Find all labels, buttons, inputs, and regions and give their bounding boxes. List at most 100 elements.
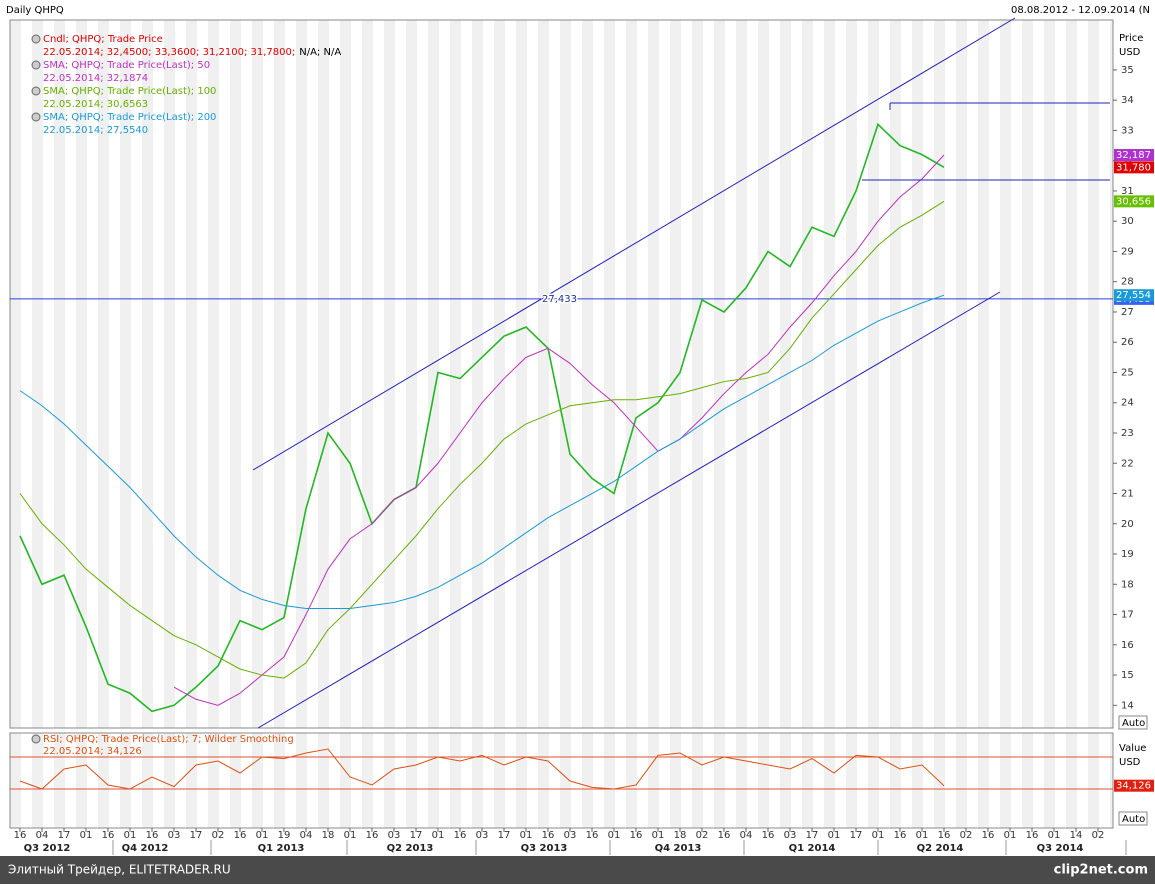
footer-bar xyxy=(0,856,1155,884)
brand: clip2net.com xyxy=(1054,863,1148,878)
last-value-label: 32,187 xyxy=(1116,150,1151,161)
price-panel xyxy=(9,19,1114,729)
legend-icon xyxy=(31,60,41,70)
x-tick-label: 01 xyxy=(652,830,665,841)
x-tick-label: 17 xyxy=(190,830,203,841)
legend-extra: N/A; N/A xyxy=(299,47,341,58)
x-tick-label: 17 xyxy=(58,830,71,841)
y-tick-label: 32 xyxy=(1121,156,1134,167)
x-tick-label: 19 xyxy=(278,830,291,841)
x-tick-label: 02 xyxy=(960,830,973,841)
x-tick-label: 16 xyxy=(1026,830,1039,841)
rsi-panel xyxy=(9,732,1114,829)
rsi-axis-label: Value xyxy=(1119,743,1146,754)
x-tick-label: 02 xyxy=(212,830,225,841)
y-tick-label: 34 xyxy=(1121,95,1134,106)
x-tick-label: 16 xyxy=(762,830,775,841)
legend-head: Cndl; QHPQ; Trade Price xyxy=(43,34,163,45)
x-tick-label: 03 xyxy=(388,830,401,841)
rsi-scale-mode[interactable]: Auto xyxy=(1122,814,1145,825)
legend-line: 22.05.2014; 27,5540 xyxy=(43,125,148,136)
footer: Элитный Трейдер, ELITETRADER.RU xyxy=(8,863,231,877)
quarter-label: Q3 2012 xyxy=(24,843,71,854)
last-value-label: 30,656 xyxy=(1116,196,1151,207)
legend-icon xyxy=(31,34,41,44)
price-axis-label: Price xyxy=(1119,33,1143,44)
y-tick-label: 25 xyxy=(1121,367,1134,378)
y-tick-label: 27 xyxy=(1121,307,1134,318)
date-range: 08.08.2012 - 12.09.2014 (N xyxy=(1011,5,1150,16)
x-tick-label: 16 xyxy=(718,830,731,841)
y-tick-label: 24 xyxy=(1121,398,1134,409)
y-tick-label: 33 xyxy=(1121,125,1134,136)
x-tick-label: 16 xyxy=(542,830,555,841)
x-tick-label: 17 xyxy=(498,830,511,841)
x-tick-label: 01 xyxy=(916,830,929,841)
legend-head: SMA; QHPQ; Trade Price(Last); 200 xyxy=(43,112,216,123)
last-value-box xyxy=(1114,289,1154,302)
x-tick-label: 03 xyxy=(564,830,577,841)
annotation-label: 27,433 xyxy=(542,294,577,305)
y-tick-label: 18 xyxy=(1121,579,1134,590)
x-tick-label: 04 xyxy=(300,830,313,841)
x-tick-label: 16 xyxy=(586,830,599,841)
x-tick-label: 16 xyxy=(454,830,467,841)
y-tick-label: 17 xyxy=(1121,610,1134,621)
rsi-line xyxy=(19,748,945,790)
last-value-box xyxy=(1114,161,1154,174)
y-tick-label: 23 xyxy=(1121,428,1134,439)
x-tick-label: 01 xyxy=(828,830,841,841)
quarter-label: Q2 2014 xyxy=(917,843,964,854)
rsi-last-box xyxy=(1114,779,1154,792)
x-tick-label: 03 xyxy=(476,830,489,841)
y-tick-label: 28 xyxy=(1121,277,1134,288)
x-tick-label: 01 xyxy=(608,830,621,841)
x-tick-label: 02 xyxy=(1092,830,1105,841)
quarter-label: Q4 2013 xyxy=(655,843,702,854)
x-tick-label: 01 xyxy=(256,830,269,841)
legend-head: SMA; QHPQ; Trade Price(Last); 100 xyxy=(43,86,216,97)
scale-mode[interactable]: Auto xyxy=(1122,718,1145,729)
x-tick-label: 16 xyxy=(14,830,27,841)
x-tick-label: 03 xyxy=(784,830,797,841)
last-value-label: 27,554 xyxy=(1116,290,1151,301)
quarter-label: Q1 2013 xyxy=(258,843,305,854)
x-tick-label: 17 xyxy=(850,830,863,841)
y-tick-label: 26 xyxy=(1121,337,1134,348)
y-tick-label: 29 xyxy=(1121,246,1134,257)
x-tick-label: 01 xyxy=(432,830,445,841)
legend-line: 22.05.2014; 32,1874 xyxy=(43,73,148,84)
x-tick-label: 01 xyxy=(344,830,357,841)
price-currency: USD xyxy=(1119,47,1141,58)
x-tick-label: 01 xyxy=(80,830,93,841)
y-tick-label: 21 xyxy=(1121,489,1134,500)
rsi-legend-line: 22.05.2014; 34,126 xyxy=(43,746,142,757)
price-line xyxy=(19,122,945,713)
legend-icon xyxy=(31,112,41,122)
x-tick-label: 16 xyxy=(938,830,951,841)
x-tick-label: 18 xyxy=(674,830,687,841)
x-tick-label: 01 xyxy=(124,830,137,841)
x-tick-label: 16 xyxy=(630,830,643,841)
quarter-label: Q1 2014 xyxy=(789,843,836,854)
x-tick-label: 16 xyxy=(366,830,379,841)
auto-box[interactable] xyxy=(1118,715,1148,730)
x-tick-label: 01 xyxy=(1004,830,1017,841)
rsi-legend-head: RSI; QHPQ; Trade Price(Last); 7; Wilder … xyxy=(43,734,294,745)
x-tick-label: 01 xyxy=(872,830,885,841)
auto-box[interactable] xyxy=(1118,811,1148,826)
x-tick-label: 16 xyxy=(234,830,247,841)
last-value-label: 31,780 xyxy=(1116,162,1151,173)
legend-head: SMA; QHPQ; Trade Price(Last); 50 xyxy=(43,60,210,71)
x-tick-label: 14 xyxy=(1070,830,1083,841)
quarter-label: Q3 2013 xyxy=(521,843,568,854)
legend-line: 22.05.2014; 30,6563 xyxy=(43,99,148,110)
channel-lower xyxy=(257,291,1001,729)
legend-icon xyxy=(31,86,41,96)
rsi-last-label: 34,126 xyxy=(1116,781,1151,792)
x-tick-label: 03 xyxy=(168,830,181,841)
y-tick-label: 14 xyxy=(1121,700,1134,711)
y-tick-label: 20 xyxy=(1121,519,1134,530)
legend-icon xyxy=(31,734,41,744)
